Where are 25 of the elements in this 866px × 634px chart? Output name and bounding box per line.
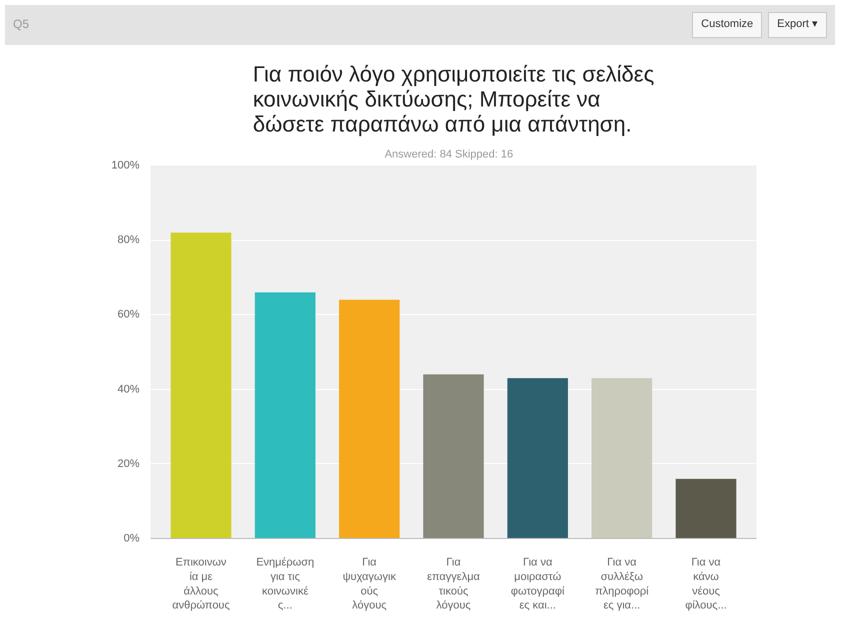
x-tick-label: Επικοινων ία με άλλους ανθρώπους <box>172 556 230 612</box>
bar <box>254 292 316 538</box>
chart-subtitle: Answered: 84 Skipped: 16 <box>384 148 514 160</box>
x-tick-label: Για να συλλέξω πληροφορί ες για... <box>595 556 650 612</box>
bar <box>423 374 484 538</box>
text: Export ▾ <box>768 12 827 38</box>
bar <box>676 478 736 538</box>
y-tick-label: 80% <box>117 234 140 246</box>
y-tick-label: 60% <box>117 308 140 321</box>
x-tick-label: Ενημέρωση για τις κοινωνικέ ς... <box>256 556 314 612</box>
chart-title: Για ποιόν λόγο χρησιμοποιείτε τις σελίδες κοινωνικής δικτύωσης; Μπορείτε να δώσετε παραπάνω από μια απάντηση. <box>252 62 654 136</box>
bar <box>339 300 400 538</box>
x-tick-label: Για να κάνω νέους φίλους... <box>685 556 727 612</box>
bar <box>507 378 568 538</box>
y-tick-label: 100% <box>111 160 140 172</box>
y-tick-label: 0% <box>124 532 140 544</box>
bar <box>170 232 232 538</box>
y-tick-label: 20% <box>117 458 140 470</box>
text: Q5 <box>13 16 30 34</box>
x-tick-label: Για ψυχαγωγικ ούς λόγους <box>342 556 396 612</box>
text: Customize <box>692 12 762 38</box>
x-tick-label: Για επαγγελμα τικούς λόγους <box>427 556 481 612</box>
y-tick-label: 40% <box>117 383 140 396</box>
x-tick-label: Για να μοιραστώ φωτογραφί ες και... <box>510 556 566 612</box>
bar <box>592 378 652 538</box>
